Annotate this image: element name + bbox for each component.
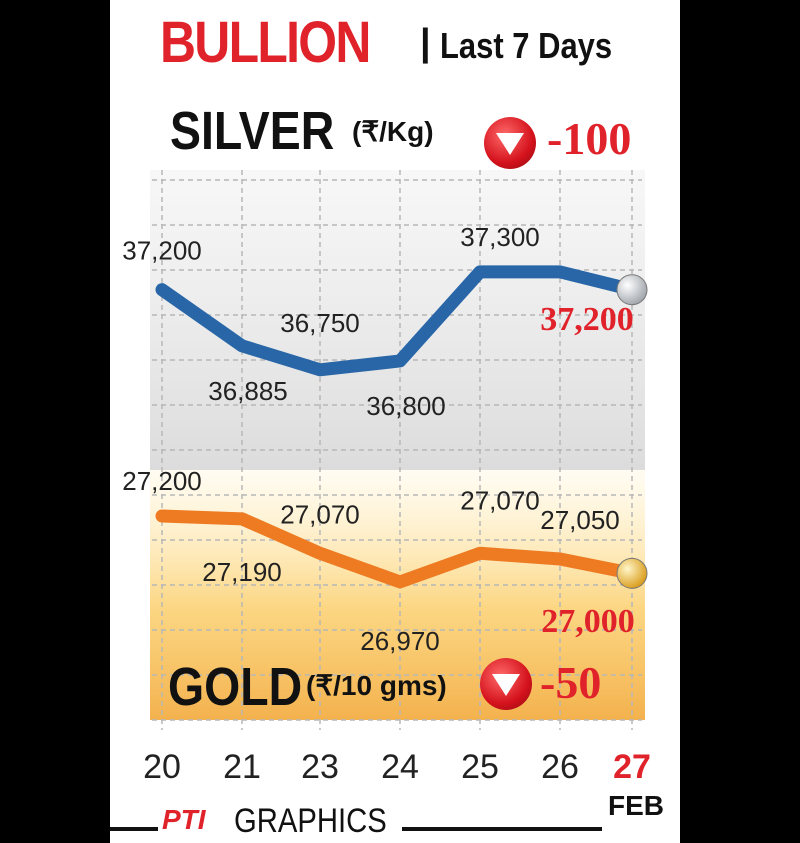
silver-area-bg bbox=[150, 170, 645, 470]
silver-series: 37,200 36,885 36,750 36,800 37,300 37,200 bbox=[122, 222, 648, 421]
silver-data-label: 37,200 bbox=[540, 301, 634, 338]
pti-logo: PTI bbox=[162, 804, 206, 835]
silver-data-label: 36,750 bbox=[280, 308, 360, 338]
chart-subtitle: Last 7 Days bbox=[440, 25, 613, 66]
gold-line bbox=[155, 509, 639, 589]
silver-end-marker bbox=[616, 274, 648, 306]
x-tick-label: 27 bbox=[613, 748, 651, 786]
silver-unit: (₹/Kg) bbox=[352, 116, 434, 147]
footer-rule bbox=[110, 827, 158, 831]
gold-data-label: 27,070 bbox=[460, 485, 540, 515]
silver-data-label: 37,300 bbox=[460, 222, 540, 252]
down-arrow-icon bbox=[484, 117, 536, 169]
gold-change: -50 bbox=[540, 657, 602, 708]
gold-data-label: 27,200 bbox=[122, 466, 202, 496]
silver-label: SILVER bbox=[170, 101, 335, 161]
silver-line bbox=[155, 265, 639, 377]
x-tick-label: 25 bbox=[461, 748, 499, 786]
x-tick-label: 20 bbox=[143, 748, 181, 786]
silver-data-label: 36,800 bbox=[366, 391, 446, 421]
gold-unit: (₹/10 gms) bbox=[306, 670, 447, 701]
gold-data-label: 27,000 bbox=[541, 603, 635, 640]
x-tick-label: 21 bbox=[223, 748, 261, 786]
gold-label: GOLD bbox=[168, 657, 303, 717]
graphics-credit: GRAPHICS bbox=[234, 802, 387, 840]
x-tick-label: 26 bbox=[541, 748, 579, 786]
title-separator: | bbox=[420, 22, 431, 64]
chart-title: BULLION bbox=[160, 10, 371, 75]
x-axis-ticks: 20 21 23 24 25 26 27 bbox=[143, 748, 651, 786]
x-tick-label: 24 bbox=[381, 748, 419, 786]
gold-data-label: 27,050 bbox=[540, 505, 620, 535]
gold-data-label: 26,970 bbox=[360, 626, 440, 656]
infographic-panel: 37,200 36,885 36,750 36,800 37,300 37,200 27,… bbox=[110, 0, 680, 843]
gold-series: 27,20027,19027,07026,97027,07027,05027,0… bbox=[122, 466, 648, 656]
gold-data-label: 27,070 bbox=[280, 499, 360, 529]
background-fills bbox=[150, 170, 645, 720]
gold-data-label: 27,190 bbox=[202, 557, 282, 587]
silver-data-label: 36,885 bbox=[208, 376, 288, 406]
footer-rule bbox=[402, 827, 602, 831]
down-arrow-icon bbox=[480, 658, 532, 710]
month-label: FEB bbox=[608, 790, 664, 821]
silver-change: -100 bbox=[547, 113, 632, 164]
x-tick-label: 23 bbox=[301, 748, 339, 786]
gold-end-marker bbox=[616, 557, 648, 589]
bullion-chart: 37,200 36,885 36,750 36,800 37,300 37,200 27,… bbox=[122, 170, 651, 786]
silver-data-label: 37,200 bbox=[122, 236, 202, 266]
gold-area-bg bbox=[150, 470, 645, 720]
